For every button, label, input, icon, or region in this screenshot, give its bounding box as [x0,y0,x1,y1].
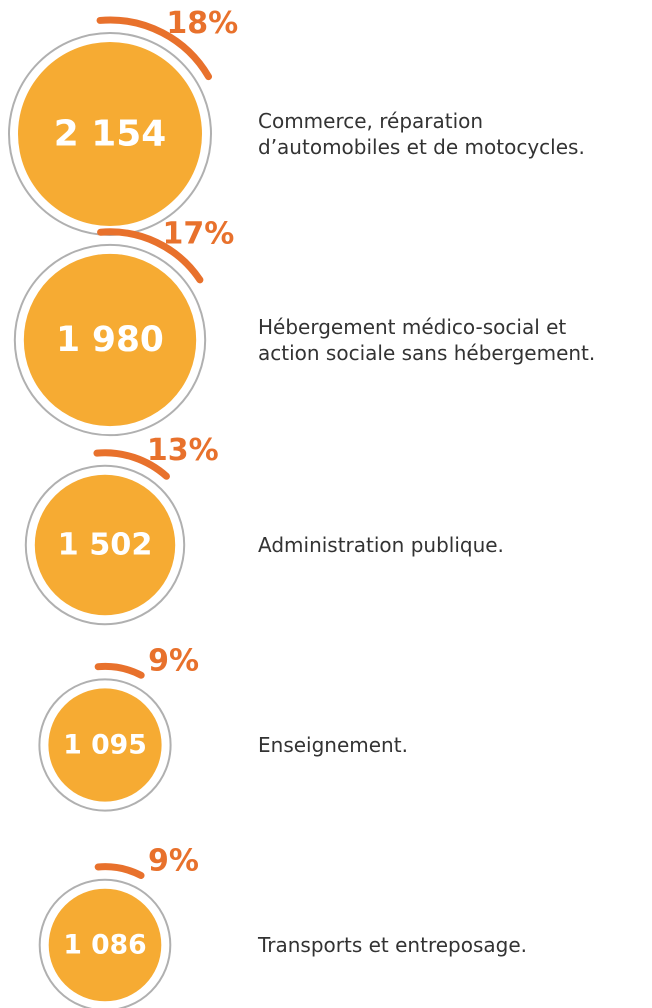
share-arc [97,228,204,284]
category-label: Commerce, réparation d’automobiles et de… [258,109,585,159]
value-circle [48,688,162,802]
outer-ring [24,464,186,626]
value-circle [18,42,202,226]
value-circle [34,474,176,616]
share-label: 17% [163,216,235,251]
value-label: 1 502 [58,528,153,563]
value-label: 1 980 [56,320,164,360]
outer-ring [38,878,172,1008]
category-label: Transports et entreposage. [258,933,528,957]
category-label: Hébergement médico-social et action soci… [258,315,596,365]
share-label: 9% [148,643,199,678]
share-arc [96,16,213,81]
share-label: 13% [147,433,219,468]
value-label: 2 154 [54,114,166,155]
share-arc [94,863,145,879]
outer-ring [13,243,207,437]
share-label: 18% [166,6,238,41]
share-label: 9% [148,843,199,878]
share-arc [93,449,170,480]
outer-ring [38,678,172,812]
value-circle [48,888,162,1002]
category-label: Enseignement. [258,733,408,757]
value-label: 1 095 [63,730,147,761]
value-circle [23,253,197,427]
category-label: Administration publique. [258,533,504,557]
share-arc [94,662,145,679]
value-label: 1 086 [63,930,146,961]
